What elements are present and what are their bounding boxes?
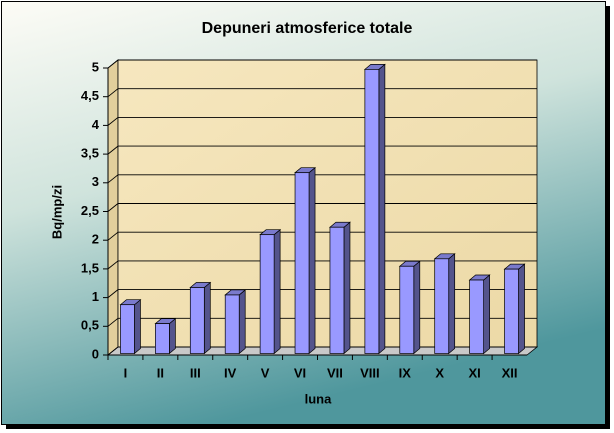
- y-axis-label: Bq/mp/zi: [49, 185, 64, 239]
- grid-line: [107, 203, 537, 212]
- y-tick-label: 3: [92, 174, 99, 189]
- bar-front: [155, 323, 170, 354]
- grid-line: [107, 88, 537, 98]
- x-tick-label: V: [261, 365, 270, 380]
- bar-front: [259, 234, 275, 354]
- x-tick-label: VIII: [360, 365, 380, 380]
- grid-line: [107, 116, 537, 126]
- bar: [398, 260, 421, 355]
- bar-side: [238, 289, 246, 355]
- bar-front: [364, 69, 380, 354]
- x-tick-label: VII: [327, 365, 343, 380]
- bar: [224, 289, 247, 355]
- chart-title: Depuneri atmosferice totale: [202, 20, 413, 37]
- y-tick-label: 2,5: [81, 203, 99, 218]
- bar-front: [189, 287, 205, 354]
- bar-side: [273, 228, 281, 355]
- x-tick-label: XII: [502, 365, 518, 380]
- grid-line: [107, 260, 537, 270]
- bar-side: [413, 260, 421, 355]
- y-tick-label: 1: [92, 289, 99, 304]
- y-tick-label: 4: [92, 117, 100, 132]
- x-tick-label: I: [124, 365, 128, 380]
- bar: [433, 253, 456, 355]
- bar-side: [448, 253, 456, 355]
- x-tick-label: X: [435, 365, 444, 380]
- bar: [503, 263, 526, 355]
- grid-line: [107, 346, 537, 356]
- bar: [468, 274, 491, 355]
- bar-front: [224, 294, 240, 354]
- bar-front: [120, 304, 135, 354]
- grid-line: [107, 145, 537, 155]
- bar-front: [329, 226, 345, 354]
- y-tick-label: 5: [92, 59, 99, 74]
- x-tick-label: VI: [294, 365, 306, 380]
- bar-side: [518, 263, 525, 355]
- grid-line: [107, 174, 537, 184]
- bar: [189, 281, 212, 355]
- bar: [328, 221, 351, 355]
- bar: [294, 166, 317, 355]
- bar-side: [203, 281, 211, 355]
- plot-area: 00,511,522,533,544,55I II III IV V VI VII VIII I…: [81, 59, 539, 380]
- y-tick-label: 1,5: [81, 260, 99, 275]
- bar-side: [169, 317, 176, 355]
- y-tick-label: 3,5: [81, 146, 99, 161]
- bar: [363, 63, 386, 355]
- grid-line: [107, 231, 537, 241]
- x-tick-label: II: [157, 365, 164, 380]
- x-tick-label: III: [190, 365, 201, 380]
- grid-line: [107, 59, 537, 69]
- y-tick-label: 0: [92, 346, 99, 361]
- x-axis-label: luna: [305, 391, 332, 406]
- bar: [154, 317, 177, 355]
- grid-line: [107, 317, 537, 327]
- bar: [119, 298, 142, 355]
- bar-front: [504, 268, 519, 354]
- bar-side: [483, 274, 490, 355]
- y-tick-label: 4,5: [81, 88, 99, 103]
- x-tick-label: IX: [399, 365, 412, 380]
- bar-side: [343, 221, 351, 355]
- x-tick-label: XI: [468, 365, 480, 380]
- bar-front: [434, 258, 450, 354]
- y-tick-label: 0,5: [81, 318, 99, 333]
- y-tick-label: 2: [92, 232, 99, 247]
- grid-line: [107, 289, 537, 298]
- bar-side: [378, 63, 386, 355]
- bar-front: [399, 265, 415, 354]
- x-tick-label: IV: [224, 365, 237, 380]
- bar-front: [469, 279, 484, 354]
- bar: [259, 228, 282, 355]
- bar-side: [308, 166, 316, 355]
- bar-side: [134, 298, 141, 355]
- bar-front: [294, 172, 310, 354]
